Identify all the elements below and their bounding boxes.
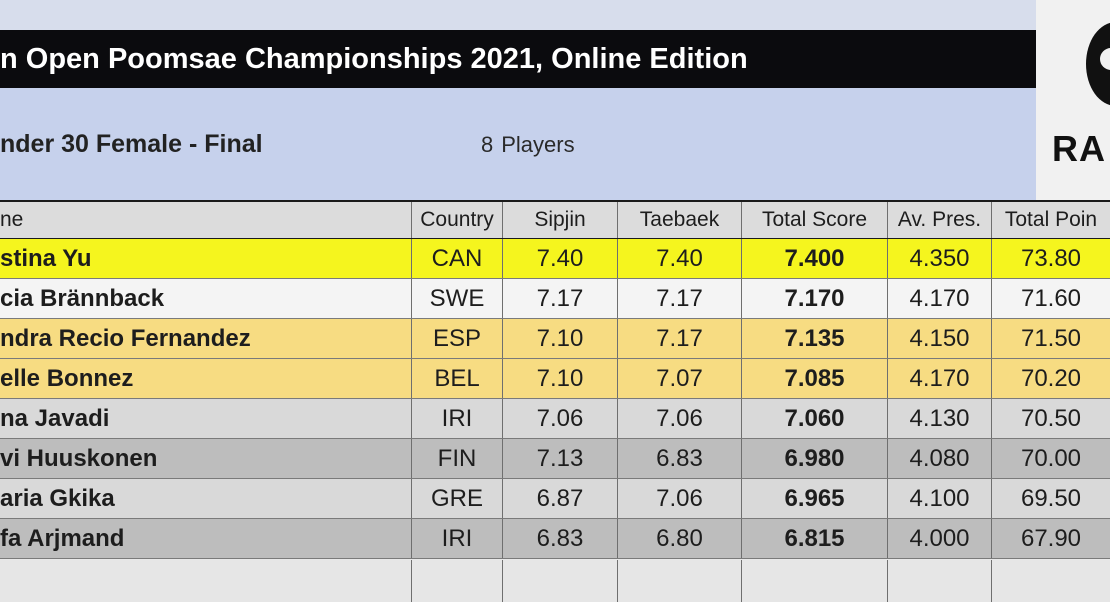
athlete-name: ndra Recio Fernandez [0,319,412,358]
country-code: GRE [412,479,503,518]
taebaek-score: 7.17 [618,319,742,358]
av-pres-score: 4.170 [888,359,992,398]
sipjin-score: 7.40 [503,239,618,278]
empty-table-row [0,560,1110,602]
athlete-name: fa Arjmand [0,519,412,558]
header-av-pres: Av. Pres. [888,202,992,238]
athlete-name: vi Huuskonen [0,439,412,478]
av-pres-score: 4.170 [888,279,992,318]
av-pres-score: 4.100 [888,479,992,518]
taebaek-score: 7.40 [618,239,742,278]
country-code: CAN [412,239,503,278]
players-number: 8 [481,132,494,157]
empty-cell [412,560,503,602]
empty-cell [0,560,412,602]
table-row: elle Bonnez BEL 7.10 7.07 7.085 4.170 70.20 [0,359,1110,399]
av-pres-score: 4.350 [888,239,992,278]
event-info-band [0,88,1040,200]
logo-mark-icon [1086,22,1110,106]
sipjin-score: 7.06 [503,399,618,438]
total-score: 7.085 [742,359,888,398]
table-row: stina Yu CAN 7.40 7.40 7.400 4.350 73.80 [0,239,1110,279]
country-code: IRI [412,519,503,558]
country-code: IRI [412,399,503,438]
total-points: 67.90 [1020,524,1082,552]
sipjin-score: 7.13 [503,439,618,478]
total-score: 6.965 [742,479,888,518]
athlete-name: aria Gkika [0,479,412,518]
logo-text: RA [1052,128,1106,169]
results-table: ne Country Sipjin Taebaek Total Score Av… [0,200,1110,602]
players-count: 8 Players [481,132,575,158]
taebaek-score: 7.06 [618,479,742,518]
sipjin-score: 6.83 [503,519,618,558]
av-pres-score: 4.000 [888,519,992,558]
taebaek-score: 7.17 [618,279,742,318]
total-points: 70.00 [1020,444,1082,472]
header-total-points: Total Poin [1004,208,1098,231]
athlete-name: elle Bonnez [0,359,412,398]
taebaek-score: 6.80 [618,519,742,558]
total-score: 6.980 [742,439,888,478]
country-code: ESP [412,319,503,358]
empty-cell [618,560,742,602]
table-row: vi Huuskonen FIN 7.13 6.83 6.980 4.080 70.00 [0,439,1110,479]
total-points: 69.50 [1020,484,1082,512]
total-score: 7.170 [742,279,888,318]
av-pres-score: 4.080 [888,439,992,478]
championship-title: n Open Poomsae Championships 2021, Onlin… [0,30,1040,88]
players-label: Players [501,132,575,157]
av-pres-score: 4.130 [888,399,992,438]
taebaek-score: 7.07 [618,359,742,398]
country-code: FIN [412,439,503,478]
athlete-name: stina Yu [0,239,412,278]
event-name: nder 30 Female - Final [0,130,263,158]
total-score: 7.400 [742,239,888,278]
header-total-score: Total Score [742,202,888,238]
header-sipjin: Sipjin [503,202,618,238]
empty-cell [742,560,888,602]
country-code: BEL [412,359,503,398]
federation-logo: RA [1036,0,1110,200]
table-row: aria Gkika GRE 6.87 7.06 6.965 4.100 69.50 [0,479,1110,519]
table-row: cia Brännback SWE 7.17 7.17 7.170 4.170 71.60 [0,279,1110,319]
av-pres-score: 4.150 [888,319,992,358]
header-name: ne [0,202,412,238]
total-points: 71.60 [1020,284,1082,312]
sipjin-score: 7.17 [503,279,618,318]
table-row: na Javadi IRI 7.06 7.06 7.060 4.130 70.50 [0,399,1110,439]
sipjin-score: 7.10 [503,359,618,398]
table-row: fa Arjmand IRI 6.83 6.80 6.815 4.000 67.90 [0,519,1110,559]
empty-cell [888,560,992,602]
empty-cell [503,560,618,602]
table-header: ne Country Sipjin Taebaek Total Score Av… [0,202,1110,240]
taebaek-score: 7.06 [618,399,742,438]
taebaek-score: 6.83 [618,439,742,478]
total-points: 71.50 [1020,324,1082,352]
total-score: 6.815 [742,519,888,558]
total-points: 73.80 [1020,244,1082,272]
empty-cell [992,560,1110,602]
top-strip [0,0,1110,30]
athlete-name: na Javadi [0,399,412,438]
sipjin-score: 7.10 [503,319,618,358]
sipjin-score: 6.87 [503,479,618,518]
country-code: SWE [412,279,503,318]
athlete-name: cia Brännback [0,279,412,318]
table-row: ndra Recio Fernandez ESP 7.10 7.17 7.135 4.15… [0,319,1110,359]
total-points: 70.50 [1020,404,1082,432]
total-score: 7.060 [742,399,888,438]
total-points: 70.20 [1020,364,1082,392]
total-score: 7.135 [742,319,888,358]
header-country: Country [412,202,503,238]
header-taebaek: Taebaek [618,202,742,238]
